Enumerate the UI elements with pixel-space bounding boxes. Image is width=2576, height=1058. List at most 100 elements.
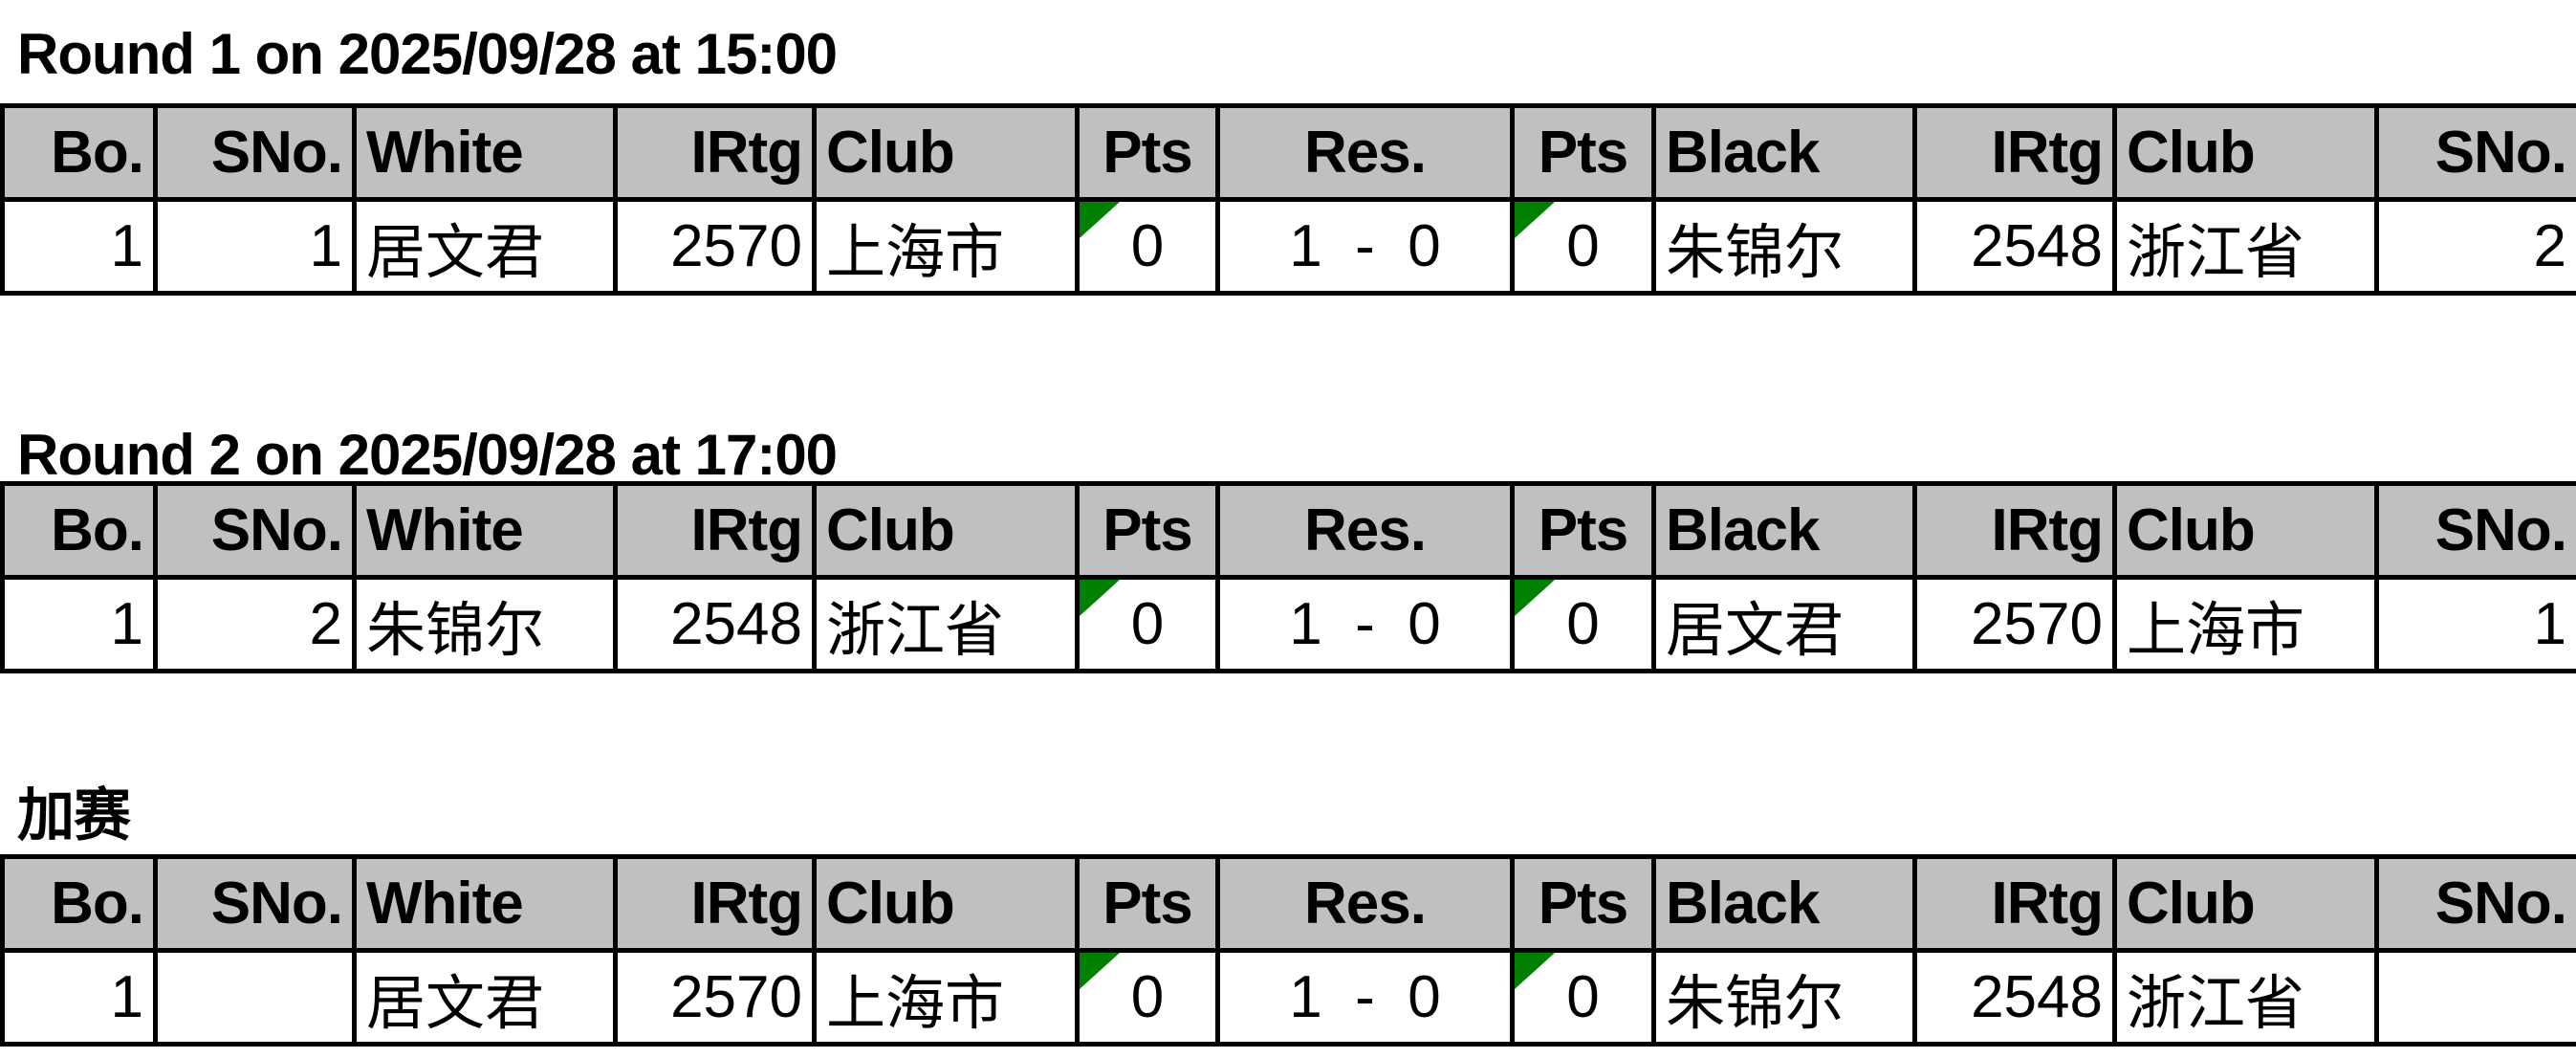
column-header-white: White <box>352 854 618 953</box>
cell-black-sno <box>2374 948 2576 1047</box>
round-title: Round 2 on 2025/09/28 at 17:00 <box>17 423 838 487</box>
cell-black-pts: 0 <box>1510 575 1656 673</box>
column-header-black-rating: IRtg <box>1912 103 2117 202</box>
column-header-white-sno: SNo. <box>153 481 357 580</box>
cell-white: 朱锦尔 <box>352 575 618 673</box>
column-header-white-club: Club <box>812 481 1080 580</box>
header-row: Bo. SNo. White IRtg Club Pts Res. Pts Black IRtg C… <box>0 103 2576 202</box>
round-title: Round 1 on 2025/09/28 at 15:00 <box>17 22 838 86</box>
column-header-white-sno: SNo. <box>153 103 357 202</box>
white-pts-value: 0 <box>1130 964 1165 1030</box>
column-header-black-rating: IRtg <box>1912 481 2117 580</box>
column-header-white-sno: SNo. <box>153 854 357 953</box>
cell-white-pts: 0 <box>1075 948 1220 1047</box>
cell-black-club: 浙江省 <box>2112 948 2379 1047</box>
column-header-black-club: Club <box>2112 103 2379 202</box>
column-header-white-rating: IRtg <box>613 103 817 202</box>
board-value: 1 <box>110 964 143 1030</box>
comment-marker-icon <box>1081 204 1120 238</box>
header-row: Bo. SNo. White IRtg Club Pts Res. Pts Black IRtg C… <box>0 481 2576 580</box>
cell-white-sno: 1 <box>153 197 357 296</box>
column-header-white-club: Club <box>812 103 1080 202</box>
comment-marker-icon <box>1517 582 1555 616</box>
cell-black: 朱锦尔 <box>1651 197 1917 296</box>
black-club-value: 浙江省 <box>2127 219 2305 286</box>
cell-white-club: 上海市 <box>812 197 1080 296</box>
pairings-table: Bo. SNo. White IRtg Club Pts Res. Pts Black IRtg C… <box>0 103 2576 296</box>
white-rating-value: 2548 <box>670 591 802 657</box>
column-header-white-pts: Pts <box>1075 854 1220 953</box>
cell-white: 居文君 <box>352 197 618 296</box>
column-header-result: Res. <box>1215 481 1515 580</box>
column-header-board: Bo. <box>0 103 158 202</box>
cell-white-pts: 0 <box>1075 575 1220 673</box>
white-pts-value: 0 <box>1130 591 1165 657</box>
column-header-white-pts: Pts <box>1075 103 1220 202</box>
cell-black-rating: 2548 <box>1912 197 2117 296</box>
cell-black-rating: 2548 <box>1912 948 2117 1047</box>
table-row: 1 2 朱锦尔 2548 浙江省 0 1 - 0 0 居文君 2570 上海市 1 <box>0 575 2576 673</box>
column-header-black-pts: Pts <box>1510 103 1656 202</box>
column-header-board: Bo. <box>0 854 158 953</box>
cell-white-sno: 2 <box>153 575 357 673</box>
black-rating-value: 2570 <box>1971 591 2103 657</box>
column-header-black-sno: SNo. <box>2374 854 2576 953</box>
white-rating-value: 2570 <box>670 213 802 279</box>
white-pts-value: 0 <box>1130 213 1165 279</box>
column-header-result: Res. <box>1215 103 1515 202</box>
cell-black-rating: 2570 <box>1912 575 2117 673</box>
cell-black-pts: 0 <box>1510 948 1656 1047</box>
cell-black-club: 浙江省 <box>2112 197 2379 296</box>
white-sno-value: 2 <box>309 591 342 657</box>
header-row: Bo. SNo. White IRtg Club Pts Res. Pts Black IRtg C… <box>0 854 2576 953</box>
cell-white-rating: 2570 <box>613 197 817 296</box>
black-pts-value: 0 <box>1566 213 1600 279</box>
black-sno-value: 1 <box>2533 591 2566 657</box>
white-value: 居文君 <box>366 219 545 286</box>
cell-black-sno: 2 <box>2374 197 2576 296</box>
board-value: 1 <box>110 591 143 657</box>
cell-white: 居文君 <box>352 948 618 1047</box>
black-value: 朱锦尔 <box>1666 219 1845 286</box>
black-value: 居文君 <box>1666 597 1845 664</box>
comment-marker-icon <box>1517 204 1555 238</box>
column-header-white: White <box>352 481 618 580</box>
board-value: 1 <box>110 213 143 279</box>
column-header-black-sno: SNo. <box>2374 481 2576 580</box>
cell-result: 1 - 0 <box>1215 197 1515 296</box>
column-header-white-rating: IRtg <box>613 481 817 580</box>
column-header-board: Bo. <box>0 481 158 580</box>
column-header-black-club: Club <box>2112 854 2379 953</box>
table-row: 1 居文君 2570 上海市 0 1 - 0 0 朱锦尔 2548 浙江省 <box>0 948 2576 1047</box>
cell-white-pts: 0 <box>1075 197 1220 296</box>
column-header-black-pts: Pts <box>1510 481 1656 580</box>
white-rating-value: 2570 <box>670 964 802 1030</box>
cell-black-sno: 1 <box>2374 575 2576 673</box>
cell-white-rating: 2548 <box>613 575 817 673</box>
comment-marker-icon <box>1081 582 1120 616</box>
black-pts-value: 0 <box>1566 964 1600 1030</box>
round-title: 加赛 <box>17 783 131 848</box>
white-club-value: 上海市 <box>826 219 1005 286</box>
table-row: 1 1 居文君 2570 上海市 0 1 - 0 0 朱锦尔 2548 浙江省 2 <box>0 197 2576 296</box>
cell-black-pts: 0 <box>1510 197 1656 296</box>
column-header-white-club: Club <box>812 854 1080 953</box>
cell-black: 朱锦尔 <box>1651 948 1917 1047</box>
cell-board: 1 <box>0 197 158 296</box>
result-value: 1 - 0 <box>1289 964 1441 1030</box>
cell-white-club: 浙江省 <box>812 575 1080 673</box>
column-header-black-club: Club <box>2112 481 2379 580</box>
black-pts-value: 0 <box>1566 591 1600 657</box>
comment-marker-icon <box>1517 955 1555 989</box>
black-value: 朱锦尔 <box>1666 970 1845 1037</box>
black-club-value: 上海市 <box>2127 597 2305 664</box>
column-header-black-sno: SNo. <box>2374 103 2576 202</box>
column-header-white: White <box>352 103 618 202</box>
column-header-white-rating: IRtg <box>613 854 817 953</box>
column-header-white-pts: Pts <box>1075 481 1220 580</box>
column-header-black: Black <box>1651 481 1917 580</box>
column-header-black: Black <box>1651 854 1917 953</box>
black-club-value: 浙江省 <box>2127 970 2305 1037</box>
column-header-black-pts: Pts <box>1510 854 1656 953</box>
comment-marker-icon <box>1081 955 1120 989</box>
